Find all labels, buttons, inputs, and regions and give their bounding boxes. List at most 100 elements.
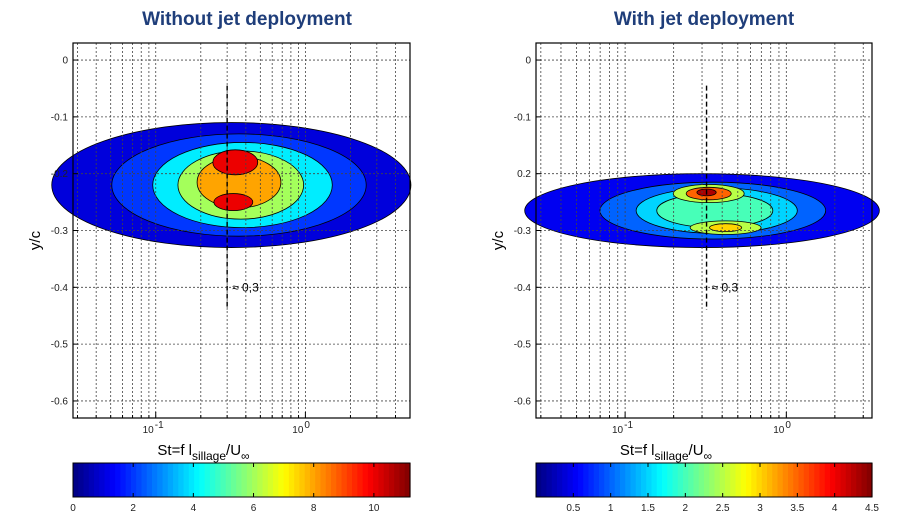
- x-tick-exponent: -1: [624, 420, 633, 431]
- colorbar-cell: [362, 463, 369, 497]
- colorbar-tick-label: 0: [70, 503, 76, 514]
- marker-annotation: ≈ 0,3: [232, 280, 259, 294]
- colorbar-tick-label: 2: [130, 503, 136, 514]
- colorbar-tick-label: 3.5: [790, 503, 804, 514]
- colorbar-tick-label: 4: [832, 503, 838, 514]
- colorbar-cell: [567, 463, 574, 497]
- colorbar-cell: [194, 463, 200, 497]
- colorbar-cell: [246, 463, 253, 497]
- colorbar-tick-label: 1.5: [641, 503, 655, 514]
- chart-title: With jet deployment: [614, 9, 795, 30]
- colorbar-tick-label: 4.5: [865, 503, 879, 514]
- colorbar-cell: [635, 463, 642, 497]
- y-tick-label: -0.3: [51, 226, 69, 237]
- colorbar-cell: [83, 463, 90, 497]
- colorbar-cell: [173, 463, 179, 497]
- colorbar-cell: [225, 463, 232, 497]
- colorbar-frame: [72, 462, 411, 498]
- colorbar-tick-label: 2.5: [716, 503, 730, 514]
- colorbar-cell: [315, 463, 322, 497]
- colorbar-cell: [404, 463, 411, 497]
- colorbar-cell: [572, 463, 579, 497]
- colorbar-tick-label: 3: [757, 503, 763, 514]
- colorbar-cell: [104, 463, 111, 497]
- y-axis-label: y/c: [27, 230, 44, 250]
- colorbar-cell: [693, 463, 700, 497]
- colorbar-cell: [178, 463, 185, 497]
- colorbar-cell: [346, 463, 353, 497]
- colorbar-cell: [399, 463, 406, 497]
- colorbar-cell: [761, 463, 768, 497]
- colorbar-cell: [151, 463, 158, 497]
- colorbar-cell: [352, 463, 358, 497]
- colorbar-cell: [851, 463, 857, 497]
- colorbar-cell: [288, 463, 295, 497]
- colorbar-cell: [756, 463, 763, 497]
- y-tick-label: -0.3: [514, 226, 532, 237]
- y-tick-label: -0.4: [514, 283, 532, 294]
- colorbar-cell: [541, 463, 548, 497]
- colorbar-cell: [614, 463, 621, 497]
- colorbar-cell: [320, 463, 327, 497]
- x-axis-label-infinity: ∞: [704, 449, 713, 463]
- colorbar-cell: [609, 463, 616, 497]
- colorbar-cell: [167, 463, 174, 497]
- colorbar-cell: [583, 463, 590, 497]
- colorbar-cell: [709, 463, 716, 497]
- marker-annotation: ≈ 0,3: [712, 280, 739, 294]
- colorbar-cell: [241, 463, 248, 497]
- colorbar-cell: [593, 463, 600, 497]
- x-axis-label-tail: /U: [689, 442, 704, 459]
- x-tick-base: 10: [773, 425, 785, 436]
- colorbar-cell: [188, 463, 195, 497]
- colorbar-cell: [278, 463, 285, 497]
- x-tick-base: 10: [143, 425, 155, 436]
- colorbar-tick-label: 6: [251, 503, 257, 514]
- colorbar-cell: [667, 463, 674, 497]
- colorbar-cell: [625, 463, 632, 497]
- colorbar-cell: [304, 463, 311, 497]
- colorbar-cell: [546, 463, 553, 497]
- x-tick-base: 10: [612, 425, 624, 436]
- colorbar-cell: [551, 463, 558, 497]
- x-axis-label: St=f lsillage/U∞: [157, 442, 249, 463]
- colorbar-cell: [73, 463, 79, 497]
- colorbar-cell: [294, 463, 301, 497]
- colorbar-cell: [562, 463, 569, 497]
- colorbar-cell: [677, 463, 684, 497]
- colorbar-cell: [578, 463, 584, 497]
- colorbar-cell: [394, 463, 401, 497]
- y-tick-label: 0.2: [517, 169, 531, 180]
- colorbar-cell: [262, 463, 269, 497]
- x-axis-label-main: St=f l: [620, 442, 655, 459]
- colorbar-cell: [809, 463, 815, 497]
- colorbar-cell: [99, 463, 106, 497]
- colorbar-tick-label: 2: [683, 503, 689, 514]
- colorbar-cell: [383, 463, 390, 497]
- colorbar-cell: [109, 463, 116, 497]
- colorbar-cell: [78, 463, 85, 497]
- colorbar-cell: [283, 463, 290, 497]
- colorbar-cell: [599, 463, 605, 497]
- colorbar-cell: [714, 463, 721, 497]
- colorbar-cell: [604, 463, 611, 497]
- colorbar-cell: [273, 463, 279, 497]
- colorbar-cell: [120, 463, 127, 497]
- colorbar-frame: [535, 462, 873, 498]
- colorbar-cell: [704, 463, 710, 497]
- colorbar-cell: [378, 463, 385, 497]
- y-tick-label: 0: [62, 56, 68, 67]
- colorbar-cell: [215, 463, 222, 497]
- colorbar-cell: [651, 463, 658, 497]
- colorbar-cell: [130, 463, 137, 497]
- colorbar-cell: [683, 463, 689, 497]
- colorbar-cell: [861, 463, 868, 497]
- colorbar-cell: [204, 463, 211, 497]
- colorbar-cell: [367, 463, 374, 497]
- colorbar-tick-label: 8: [311, 503, 317, 514]
- plot-frame: [72, 42, 411, 419]
- colorbar-cell: [209, 463, 216, 497]
- colorbar-cell: [751, 463, 758, 497]
- x-tick-exponent: 0: [785, 420, 791, 431]
